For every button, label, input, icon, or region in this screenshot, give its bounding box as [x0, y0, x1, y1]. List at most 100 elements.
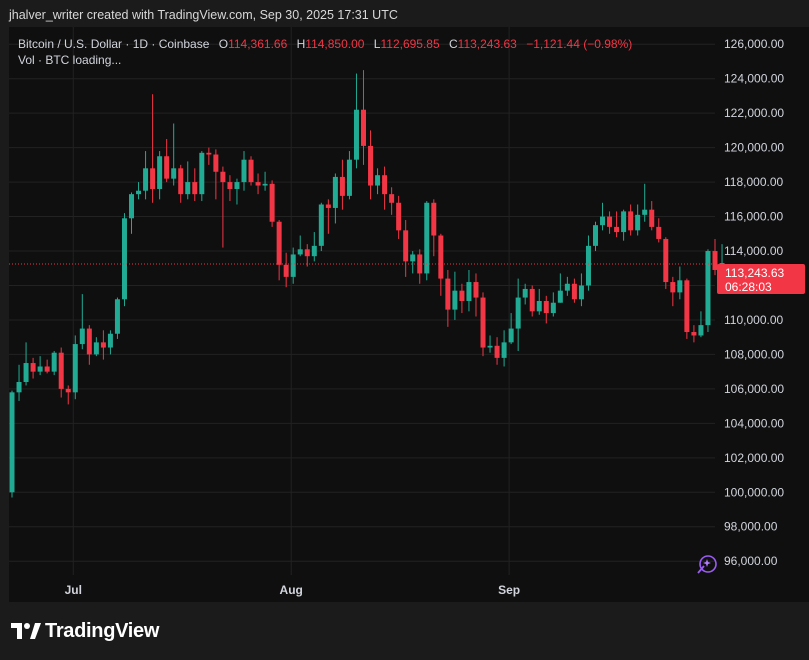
footer-bar	[0, 602, 809, 660]
candle	[445, 269, 451, 327]
change-value: −1,121.44 (−0.98%)	[526, 37, 633, 51]
candle-body	[136, 190, 142, 195]
candle-body	[241, 159, 247, 183]
candle	[234, 178, 240, 205]
candle	[72, 335, 78, 400]
time-axis: Jul Aug Sep	[65, 583, 521, 597]
y-tick-label: 120,000.00	[724, 141, 784, 155]
candle-body	[100, 342, 106, 348]
candle-body	[459, 290, 465, 301]
volume-indicator-label[interactable]: Vol · BTC loading...	[18, 53, 122, 67]
candle-body	[311, 245, 317, 257]
candle-body	[536, 301, 542, 312]
candle	[199, 151, 205, 202]
candle-body	[192, 182, 198, 195]
candle	[37, 356, 43, 376]
candle-body	[276, 221, 282, 265]
candle	[403, 220, 409, 277]
candle-body	[269, 183, 275, 222]
candle-body	[452, 290, 458, 310]
candle-body	[129, 194, 135, 219]
close-label: C	[449, 37, 458, 51]
candle-body	[30, 363, 36, 372]
candle-body	[480, 297, 486, 348]
candle	[9, 390, 15, 498]
candle	[410, 251, 416, 274]
candle	[325, 199, 331, 234]
candle	[353, 73, 359, 169]
candle-body	[564, 283, 570, 291]
candle-body	[557, 290, 563, 303]
candle	[375, 168, 381, 195]
x-tick-label: Sep	[498, 583, 520, 597]
low-value: 112,695.85	[380, 37, 440, 51]
candle	[346, 151, 352, 200]
candle	[297, 235, 303, 257]
candle-body	[199, 152, 205, 195]
candle	[262, 171, 268, 191]
candle-body	[529, 288, 535, 312]
candle-body	[248, 159, 254, 183]
last-price-value: 113,243.63	[725, 266, 785, 280]
candle-body	[164, 156, 170, 179]
candle-body	[628, 211, 634, 231]
candle-body	[121, 218, 127, 300]
candle	[494, 337, 500, 365]
candle-body	[65, 388, 71, 393]
candle-body	[642, 209, 648, 215]
candle-body	[72, 344, 78, 393]
header-bar: jhalver_writer created with TradingView.…	[0, 0, 809, 27]
candle	[642, 183, 648, 222]
candle-body	[114, 299, 120, 334]
candle	[79, 294, 85, 350]
candle	[150, 94, 156, 203]
candle	[241, 151, 247, 191]
candle-body	[403, 230, 409, 262]
symbol-label[interactable]: Bitcoin / U.S. Dollar · 1D · Coinbase	[18, 37, 210, 51]
candle-body	[410, 254, 416, 262]
ohlc-legend: Bitcoin / U.S. Dollar · 1D · Coinbase O1…	[18, 37, 632, 51]
candle	[396, 195, 402, 239]
candle	[86, 325, 92, 365]
candle	[656, 218, 662, 243]
candle-body	[157, 156, 163, 189]
sparkle-wand-icon[interactable]	[695, 553, 719, 577]
candle-body	[389, 194, 395, 203]
candle-body	[227, 182, 233, 189]
low-label: L	[373, 37, 381, 51]
candle-body	[487, 345, 493, 348]
y-tick-label: 114,000.00	[724, 244, 783, 258]
candle	[389, 187, 395, 215]
candle	[178, 164, 184, 203]
candle	[65, 385, 71, 405]
high-label: H	[296, 37, 306, 51]
candle	[705, 249, 711, 333]
y-tick-label: 108,000.00	[724, 347, 784, 361]
candle-body	[550, 302, 556, 314]
chart-panel[interactable]	[9, 27, 809, 602]
candle-body	[382, 175, 388, 195]
candle-body	[515, 297, 521, 329]
candle-body	[698, 325, 704, 336]
candle	[480, 292, 486, 357]
candle-body	[670, 282, 676, 293]
candle	[515, 278, 521, 351]
candle	[290, 247, 296, 284]
brand-name[interactable]: TradingView	[45, 620, 160, 642]
candle	[136, 182, 142, 200]
candle	[332, 173, 338, 224]
candle	[424, 201, 430, 281]
y-tick-label: 106,000.00	[724, 382, 784, 396]
candle	[431, 199, 437, 257]
candle	[164, 139, 170, 183]
candle	[550, 292, 556, 317]
candle	[269, 180, 275, 227]
candle	[107, 330, 113, 355]
candle-body	[431, 202, 437, 236]
candle-body	[346, 159, 352, 196]
candle-body	[58, 352, 64, 389]
candle	[438, 233, 444, 296]
candle	[192, 168, 198, 202]
candle	[100, 330, 106, 360]
